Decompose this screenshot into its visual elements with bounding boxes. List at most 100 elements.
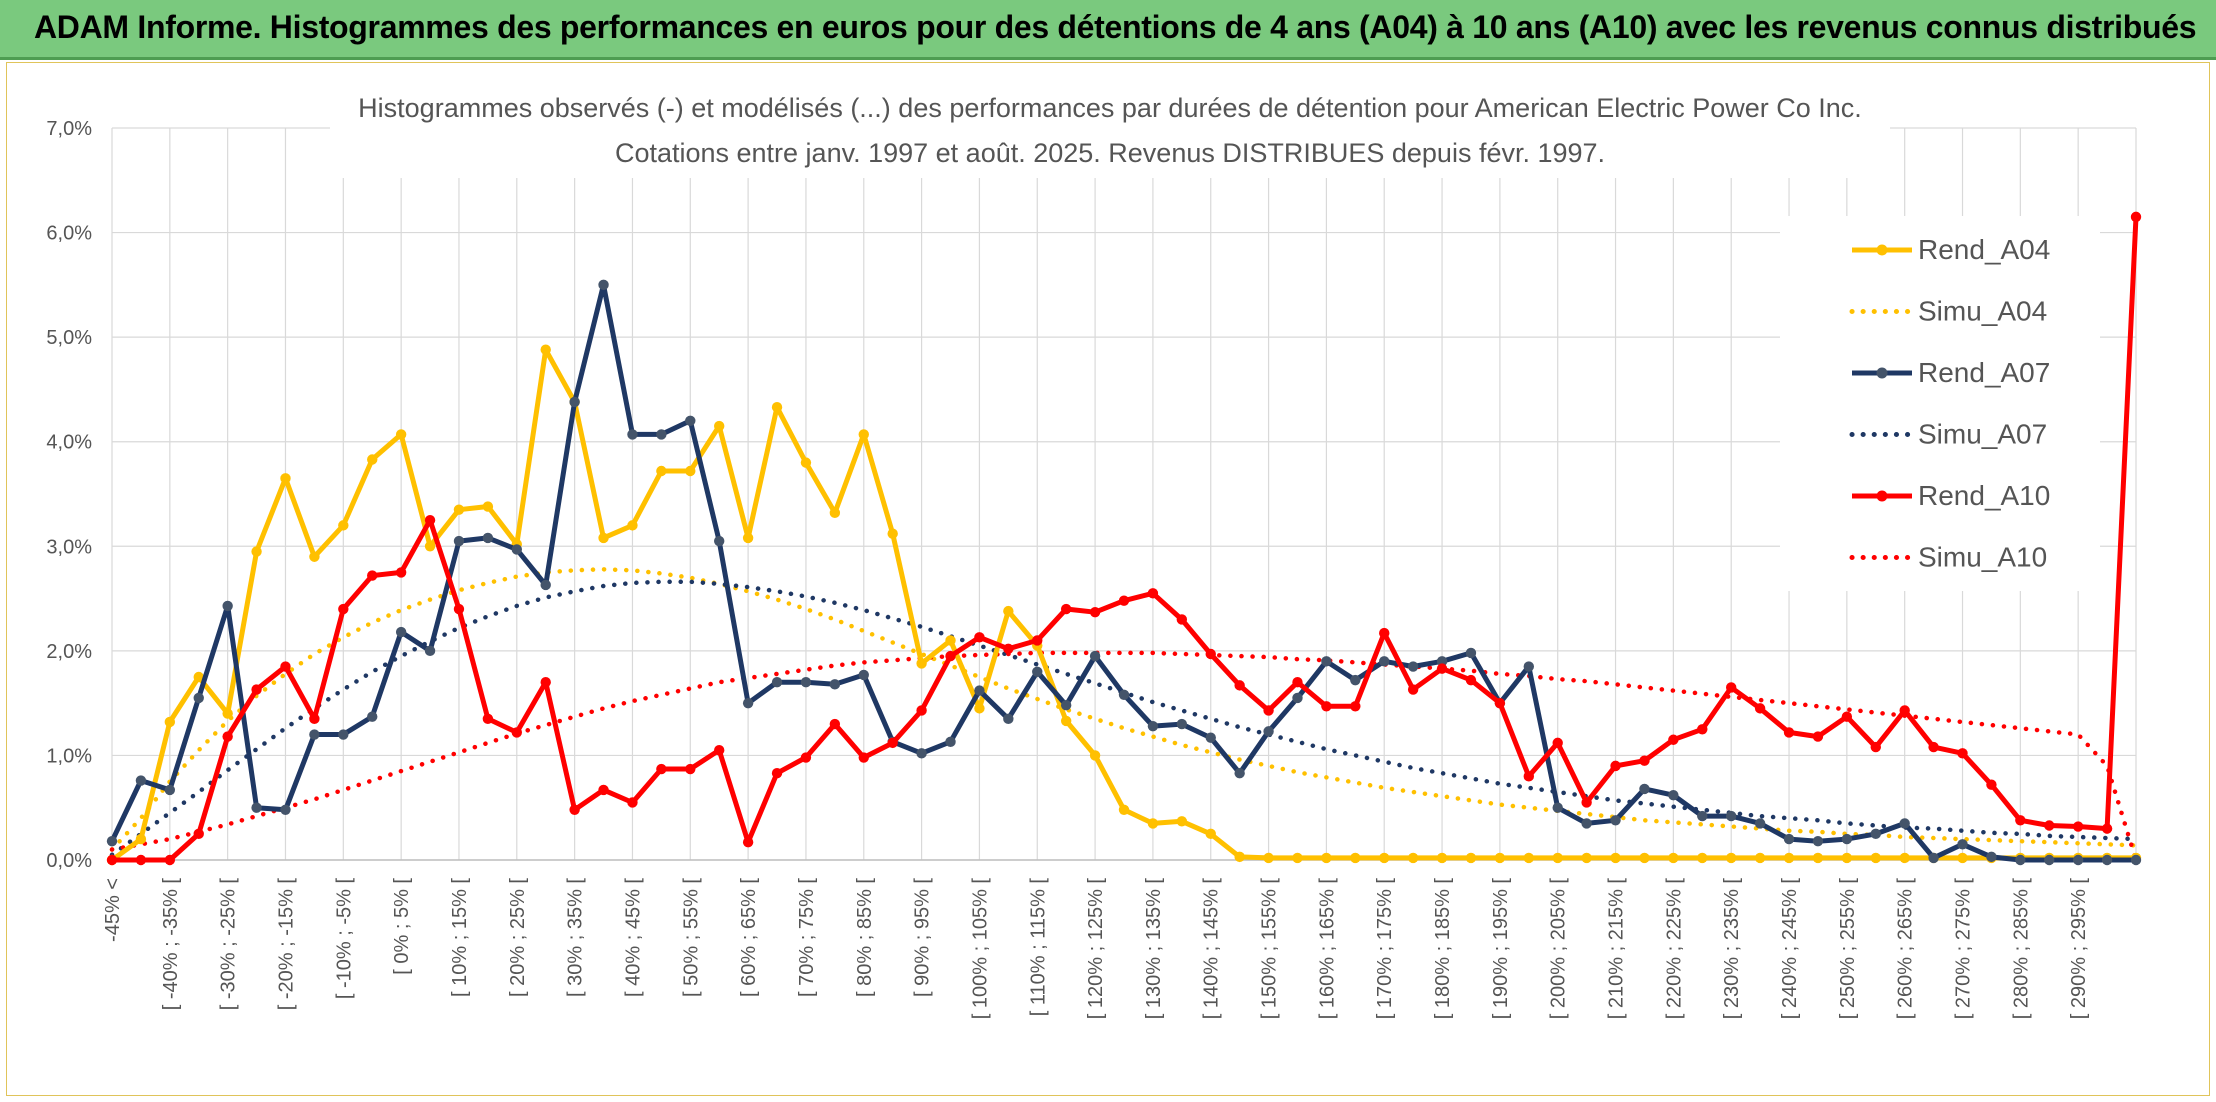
chart-title: Histogrammes observés (-) et modélisés (…	[358, 93, 1862, 123]
data-point	[453, 504, 465, 515]
data-point	[714, 535, 725, 547]
data-point	[1436, 663, 1448, 674]
data-point	[222, 731, 233, 742]
data-point	[1205, 828, 1216, 840]
data-point	[916, 705, 927, 716]
legend-item: Rend_A07	[1852, 357, 2050, 388]
data-point	[540, 677, 551, 688]
legend-item: Rend_A04	[1852, 234, 2050, 265]
data-point	[800, 677, 812, 688]
data-point	[193, 671, 204, 683]
x-tick-label: [ 70% ; 75% [	[796, 878, 818, 997]
x-tick-label: [ -40% ; -35% [	[160, 878, 182, 1011]
data-point	[1436, 852, 1448, 864]
data-point	[106, 854, 118, 866]
chart-frame	[6, 62, 2210, 1096]
data-point	[395, 567, 407, 578]
data-point	[1899, 818, 1910, 829]
data-point	[164, 716, 176, 728]
legend-label: Simu_A04	[1918, 296, 2047, 327]
data-point	[1697, 724, 1708, 735]
data-point	[656, 465, 667, 477]
x-tick-label: [ 210% ; 215% [	[1606, 878, 1628, 1020]
x-tick-label: [ 230% ; 235% [	[1721, 878, 1743, 1020]
y-axis-ticks: 0,0% 1,0% 2,0% 3,0% 4,0% 5,0% 6,0% 7,0%	[46, 118, 92, 872]
data-point	[1118, 804, 1130, 816]
data-point	[1205, 732, 1216, 743]
data-point	[482, 501, 494, 512]
data-point	[1379, 852, 1390, 864]
x-tick-label: [ 10% ; 15% [	[449, 878, 471, 997]
y-tick-label: 2,0%	[46, 641, 92, 663]
data-point	[338, 729, 349, 740]
data-point	[1379, 656, 1390, 667]
data-point	[742, 532, 754, 544]
data-point	[1726, 682, 1737, 693]
data-point	[1754, 703, 1766, 714]
data-point	[2015, 815, 2026, 826]
x-tick-label: [ 240% ; 245% [	[1779, 878, 1801, 1020]
data-point	[1928, 852, 1939, 864]
data-point	[1292, 852, 1303, 864]
data-point	[1060, 700, 1072, 711]
x-tick-label: [ 270% ; 275% [	[1953, 878, 1975, 1020]
data-point	[858, 429, 869, 440]
y-tick-label: 6,0%	[46, 223, 92, 245]
data-point	[1957, 839, 1968, 850]
data-point	[367, 711, 378, 722]
data-series	[106, 211, 2142, 866]
x-tick-label: [ 50% ; 55% [	[680, 878, 702, 997]
data-point	[656, 763, 667, 775]
data-point	[685, 763, 696, 775]
x-tick-label: [ 110% ; 115% [	[1027, 878, 1049, 1017]
data-point	[1610, 815, 1621, 826]
data-point	[858, 752, 869, 763]
data-point	[1957, 852, 1968, 864]
x-tick-label: [ 170% ; 175% [	[1374, 878, 1396, 1020]
title-banner: ADAM Informe. Histogrammes des performan…	[0, 0, 2216, 60]
data-point	[1870, 828, 1881, 840]
data-point	[1581, 797, 1592, 808]
x-tick-label: [ 90% ; 95% [	[912, 878, 934, 997]
data-point	[1350, 852, 1361, 864]
x-tick-label: [ 30% ; 35% [	[565, 878, 587, 997]
data-point	[598, 784, 609, 796]
data-point	[540, 344, 551, 355]
data-point	[280, 473, 291, 484]
x-tick-label: [ 150% ; 155% [	[1259, 878, 1281, 1020]
legend-item: Rend_A10	[1852, 480, 2050, 511]
data-point	[974, 685, 985, 696]
data-point	[2130, 211, 2142, 223]
data-point	[887, 737, 898, 749]
data-point	[511, 544, 522, 555]
data-point	[1234, 768, 1245, 779]
data-point	[222, 600, 233, 612]
legend-item: Simu_A10	[1849, 542, 2047, 573]
data-point	[2044, 854, 2055, 866]
data-point	[338, 603, 349, 615]
data-point	[1668, 734, 1679, 745]
data-point	[1060, 603, 1072, 615]
data-point	[2130, 854, 2142, 866]
x-tick-label: [ 100% ; 105% [	[969, 878, 991, 1020]
data-point	[1494, 697, 1506, 709]
data-point	[251, 546, 262, 557]
data-point	[714, 745, 725, 756]
data-point	[222, 708, 233, 719]
data-point	[1870, 741, 1881, 753]
x-tick-label: [ 80% ; 85% [	[854, 878, 876, 997]
data-point	[685, 465, 696, 477]
legend-label: Rend_A04	[1918, 234, 2050, 265]
data-point	[2072, 821, 2084, 832]
data-point	[251, 802, 262, 813]
data-point	[1552, 802, 1563, 813]
data-point	[1436, 656, 1448, 667]
data-point	[1234, 851, 1245, 863]
data-point	[1060, 715, 1072, 727]
y-tick-label: 5,0%	[46, 327, 92, 349]
data-point	[1321, 852, 1332, 864]
legend-label: Simu_A07	[1918, 419, 2047, 450]
data-point	[1003, 605, 1014, 617]
data-point	[1465, 674, 1477, 686]
x-tick-label: [ 260% ; 265% [	[1895, 878, 1917, 1020]
